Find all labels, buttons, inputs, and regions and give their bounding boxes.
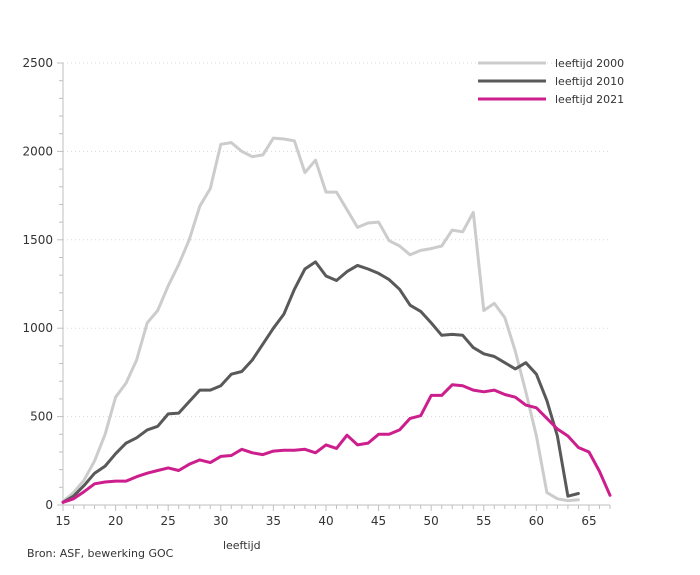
y-tick-label: 2500 bbox=[22, 56, 53, 70]
series-line-2 bbox=[61, 260, 580, 504]
series-line-1 bbox=[61, 136, 580, 503]
x-tick-label: 15 bbox=[55, 514, 70, 528]
x-axis-title: leeftijd bbox=[223, 539, 261, 552]
x-tick-label: 25 bbox=[161, 514, 176, 528]
x-tick-label: 20 bbox=[108, 514, 123, 528]
y-tick-label: 2000 bbox=[22, 144, 53, 158]
x-tick-label: 40 bbox=[318, 514, 333, 528]
chart-axes bbox=[57, 62, 611, 511]
legend-label: leeftijd 2021 bbox=[555, 93, 624, 106]
y-tick-label: 1000 bbox=[22, 321, 53, 335]
y-tick-label: 1500 bbox=[22, 233, 53, 247]
series-line-3 bbox=[61, 383, 612, 504]
x-tick-label: 35 bbox=[266, 514, 281, 528]
source-note: Bron: ASF, bewerking GOC bbox=[27, 547, 174, 560]
x-tick-label: 55 bbox=[476, 514, 491, 528]
legend-label: leeftijd 2000 bbox=[555, 57, 624, 70]
y-tick-label: 500 bbox=[30, 410, 53, 424]
y-tick-label: 0 bbox=[45, 498, 53, 512]
x-axis-ticks: 15 20 25 30 35 40 45 50 55 60 65 bbox=[55, 514, 596, 528]
x-tick-label: 45 bbox=[371, 514, 386, 528]
legend-label: leeftijd 2010 bbox=[555, 75, 624, 88]
chart-series bbox=[61, 136, 612, 504]
x-tick-label: 50 bbox=[424, 514, 439, 528]
chart-legend: leeftijd 2000 leeftijd 2010 leeftijd 2021 bbox=[478, 57, 624, 106]
x-tick-label: 60 bbox=[529, 514, 544, 528]
x-tick-label: 30 bbox=[213, 514, 228, 528]
y-axis-ticks: 0 500 1000 1500 2000 2500 bbox=[22, 56, 53, 512]
x-tick-label: 65 bbox=[581, 514, 596, 528]
